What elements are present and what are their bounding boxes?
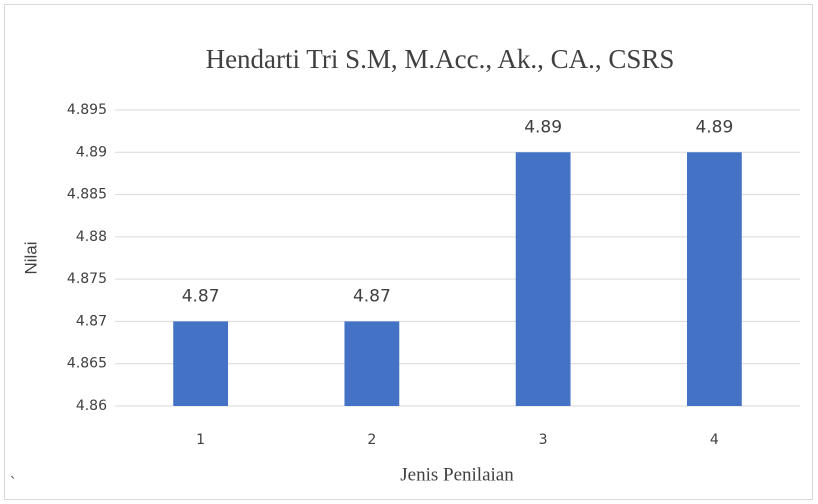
x-tick-label: 3 [539, 432, 548, 448]
y-axis-label: Nilai [21, 241, 40, 274]
y-tick-label: 4.86 [76, 398, 107, 414]
bar [686, 152, 742, 406]
y-tick-label: 4.87 [76, 313, 107, 329]
bar [173, 321, 229, 406]
bar [344, 321, 400, 406]
x-tick-label: 1 [196, 432, 205, 448]
y-tick-label: 4.89 [76, 144, 107, 160]
y-tick-label: 4.885 [67, 187, 107, 203]
x-tick-label: 2 [367, 432, 376, 448]
y-tick-label: 4.865 [67, 356, 107, 372]
y-tick-label: 4.88 [76, 229, 107, 245]
data-label: 4.87 [182, 286, 220, 306]
data-label: 4.87 [353, 286, 391, 306]
bar [515, 152, 571, 406]
y-tick-label: 4.875 [67, 271, 107, 287]
annotation: ` [10, 475, 15, 492]
chart-title: Hendarti Tri S.M, M.Acc., Ak., CA., CSRS [206, 44, 675, 74]
x-axis-label: Jenis Penilaian [400, 464, 514, 485]
data-label: 4.89 [524, 117, 562, 137]
y-tick-label: 4.895 [67, 102, 107, 118]
data-label: 4.89 [695, 117, 733, 137]
x-tick-label: 4 [710, 432, 719, 448]
chart-frame [4, 4, 813, 500]
